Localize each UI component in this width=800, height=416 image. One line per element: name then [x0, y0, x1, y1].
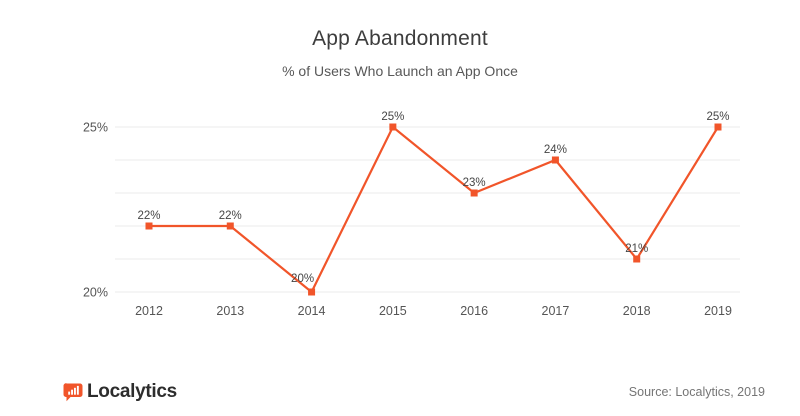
data-point-marker — [145, 222, 153, 230]
localytics-logo: Localytics — [63, 381, 177, 403]
data-point-marker — [470, 189, 478, 197]
data-point-label: 24% — [544, 144, 567, 156]
chart-header: App Abandonment % of Users Who Launch an… — [0, 27, 800, 79]
data-point-label: 22% — [137, 210, 160, 222]
data-point-marker — [551, 156, 559, 164]
data-point-label: 25% — [381, 111, 404, 123]
data-point-marker — [633, 255, 641, 263]
x-axis-tick-label: 2019 — [704, 304, 732, 318]
chart-footer: Localytics Source: Localytics, 2019 — [63, 381, 765, 403]
x-axis-tick-label: 2015 — [379, 304, 407, 318]
x-axis-tick-label: 2014 — [298, 304, 326, 318]
x-axis-tick-label: 2012 — [135, 304, 163, 318]
data-point-label: 23% — [463, 177, 486, 189]
data-point-label: 21% — [625, 243, 648, 255]
y-axis-tick-label: 20% — [83, 286, 108, 300]
data-point-label: 20% — [291, 273, 314, 285]
line-series — [149, 125, 719, 294]
y-axis-tick-label: 25% — [83, 121, 108, 135]
chart-subtitle: % of Users Who Launch an App Once — [282, 63, 518, 79]
chart-title: App Abandonment — [312, 27, 488, 50]
data-point-marker — [389, 123, 397, 131]
source-attribution: Source: Localytics, 2019 — [628, 385, 765, 399]
x-axis-tick-label: 2013 — [216, 304, 244, 318]
data-point-label: 25% — [706, 111, 729, 123]
brand-name: Localytics — [87, 381, 177, 402]
localytics-speech-bubble-bar-chart-icon — [63, 382, 84, 403]
x-axis-tick-label: 2016 — [460, 304, 488, 318]
data-point-marker — [308, 288, 316, 296]
x-axis-tick-label: 2017 — [542, 304, 570, 318]
x-axis-tick-label: 2018 — [623, 304, 651, 318]
data-point-marker — [226, 222, 234, 230]
data-point-marker — [714, 123, 722, 131]
data-point-label: 22% — [219, 210, 242, 222]
